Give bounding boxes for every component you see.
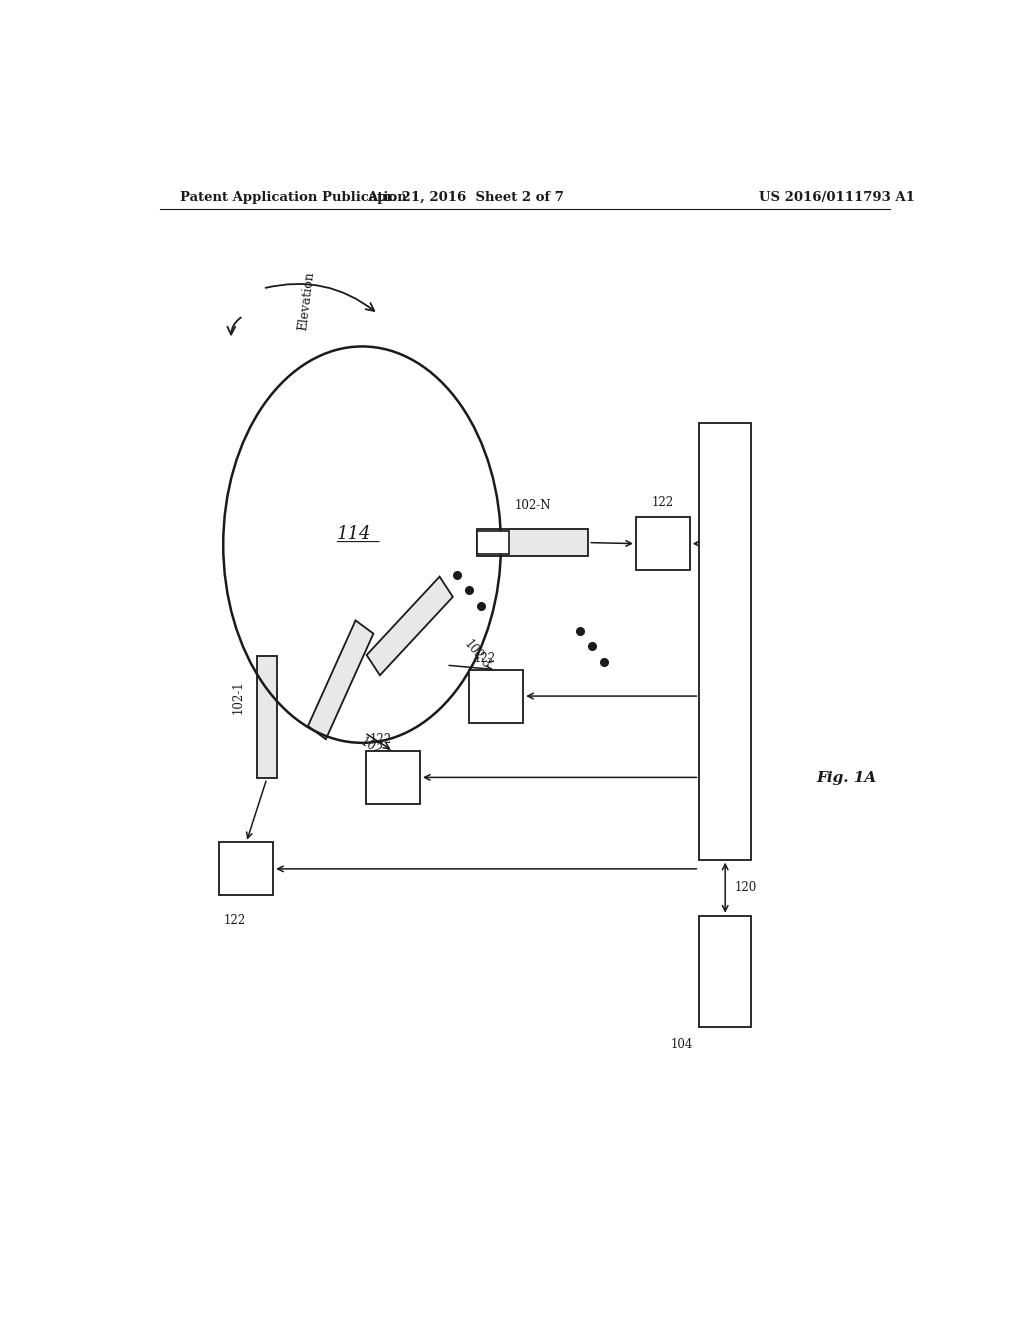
Polygon shape	[308, 620, 374, 739]
Text: 122: 122	[370, 733, 392, 746]
Text: RGB: RGB	[649, 537, 677, 550]
Text: Patent Application Publication: Patent Application Publication	[179, 190, 407, 203]
FancyBboxPatch shape	[699, 916, 751, 1027]
Text: 122: 122	[652, 496, 674, 510]
Text: 104: 104	[671, 1038, 693, 1051]
Text: 122: 122	[473, 652, 496, 664]
Text: 102-3: 102-3	[461, 638, 493, 672]
FancyArrowPatch shape	[265, 284, 374, 312]
Text: 102-1: 102-1	[231, 680, 245, 714]
Text: 1:N Power Divider: 1:N Power Divider	[719, 586, 732, 696]
Text: Elevation: Elevation	[297, 271, 316, 331]
Text: 122: 122	[223, 913, 246, 927]
Text: Fig. 1A: Fig. 1A	[816, 771, 877, 785]
FancyBboxPatch shape	[367, 751, 420, 804]
Polygon shape	[257, 656, 278, 779]
FancyBboxPatch shape	[699, 422, 751, 859]
Polygon shape	[477, 531, 509, 554]
Text: 120: 120	[734, 882, 757, 894]
Text: US 2016/0111793 A1: US 2016/0111793 A1	[759, 190, 914, 203]
FancyBboxPatch shape	[219, 842, 273, 895]
Text: RGB: RGB	[380, 771, 407, 784]
Polygon shape	[367, 577, 453, 676]
Text: 102-N: 102-N	[514, 499, 551, 512]
Text: 114: 114	[337, 525, 372, 544]
Text: Datalink
Radio: Datalink Radio	[700, 957, 751, 986]
Text: RGB: RGB	[482, 689, 510, 702]
FancyBboxPatch shape	[636, 517, 690, 570]
Polygon shape	[477, 529, 588, 556]
Text: RGB: RGB	[232, 862, 260, 875]
Text: 102-2: 102-2	[358, 735, 394, 763]
Text: Apr. 21, 2016  Sheet 2 of 7: Apr. 21, 2016 Sheet 2 of 7	[367, 190, 564, 203]
FancyBboxPatch shape	[469, 669, 523, 722]
FancyArrowPatch shape	[227, 318, 241, 334]
